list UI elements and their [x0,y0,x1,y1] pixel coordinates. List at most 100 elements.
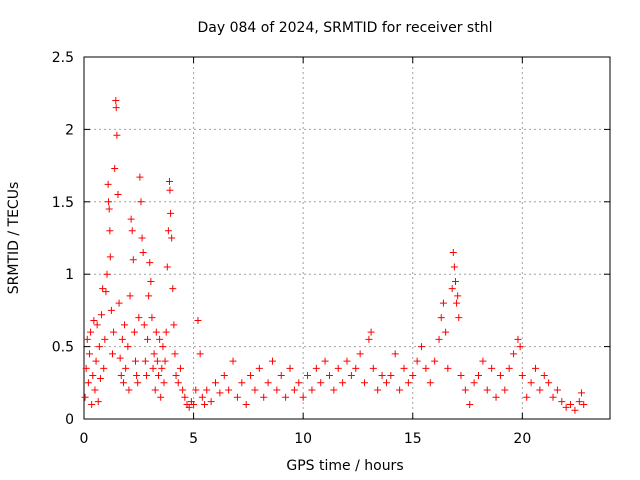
data-point [112,96,120,104]
data-point [142,372,150,380]
data-point [129,256,137,264]
data-point [153,357,161,365]
data-point [95,343,103,351]
data-point [343,357,351,365]
data-point [251,386,259,394]
data-point [483,386,491,394]
data-point [100,364,108,372]
data-point [140,321,148,329]
data-point [422,364,430,372]
data-point [198,393,206,401]
data-point [105,198,113,206]
data-point [216,389,224,397]
data-point [101,335,109,343]
data-point [540,372,548,380]
data-point [457,372,465,380]
data-point [203,386,211,394]
data-point [160,379,168,387]
data-point [127,215,135,223]
data-point [290,386,298,394]
data-point [325,372,333,380]
data-point [170,321,178,329]
tick-layer: 0 5 10 15 20 0 0.5 1 1.5 2 2.5 [52,50,610,447]
data-point [334,364,342,372]
data-point [152,328,160,336]
data-point [229,357,237,365]
data-point [466,401,474,409]
data-point [134,379,142,387]
data-point [510,350,518,358]
data-point [454,292,462,300]
data-point [470,379,478,387]
data-point [442,328,450,336]
data-point [439,299,447,307]
data-point [119,379,127,387]
y-tick-label: 1 [65,267,74,283]
data-point [167,209,175,217]
data-point [121,321,129,329]
data-point [116,354,124,362]
data-point [575,398,583,406]
data-point [137,198,145,206]
data-point [94,398,102,406]
data-point [111,164,119,172]
data-point [108,350,116,358]
data-point [382,379,390,387]
data-point [387,372,395,380]
data-point [212,379,219,387]
data-point [545,379,553,387]
data-point [138,234,146,242]
data-point [356,350,364,358]
data-point [347,372,355,380]
data-point [523,393,531,401]
data-point [89,372,97,380]
data-points [81,96,588,414]
data-point [84,379,92,387]
data-point [435,335,443,343]
data-point [115,299,123,307]
data-point [518,372,526,380]
data-point [514,335,522,343]
data-point [171,350,179,358]
data-point [176,364,184,372]
data-point [496,372,504,380]
data-point [531,364,539,372]
data-point [448,285,456,293]
data-point [113,131,121,139]
data-point [181,393,189,401]
data-point [105,205,113,213]
data-point [308,386,316,394]
data-point [117,372,125,380]
data-point [141,357,149,365]
y-tick-label: 0.5 [52,340,74,356]
data-point [549,393,557,401]
data-point [155,372,163,380]
data-point [431,357,439,365]
data-point [492,393,500,401]
data-point [369,364,377,372]
data-point [260,393,268,401]
data-point [147,277,155,285]
data-point [194,317,202,325]
y-tick-label: 1.5 [52,195,74,211]
data-point [479,357,487,365]
data-point [312,364,320,372]
data-point [461,386,469,394]
x-tick-label: 0 [80,431,89,447]
data-point [352,364,360,372]
data-point [418,343,426,351]
data-point [367,328,375,336]
data-point [196,350,204,358]
data-point [87,328,95,336]
data-point [103,270,111,278]
data-point [91,386,99,394]
data-point [157,393,165,401]
data-point [505,364,513,372]
data-point [156,335,164,343]
data-point [158,364,166,372]
data-point [220,372,228,380]
data-point [162,328,170,336]
data-point [330,386,338,394]
data-point [125,386,133,394]
data-point [90,317,98,325]
